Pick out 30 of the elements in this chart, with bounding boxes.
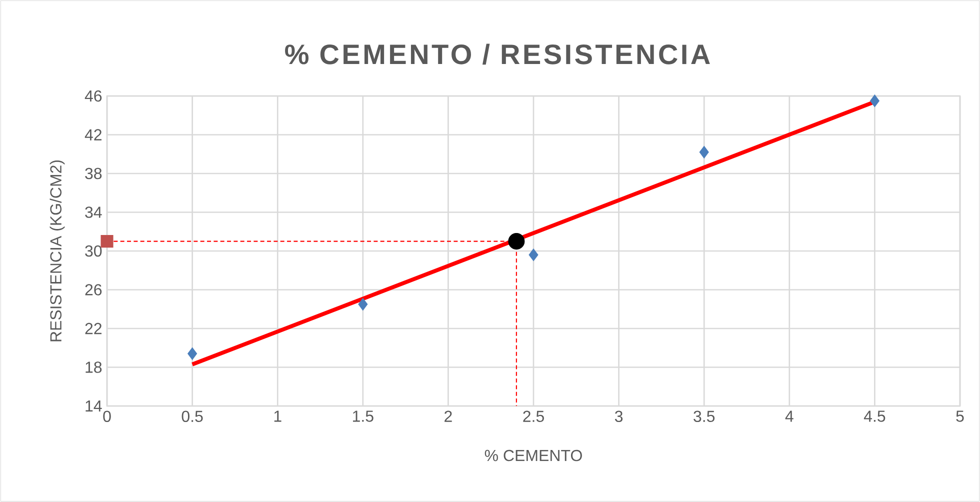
point [699, 146, 709, 158]
x-tick-label: 3 [614, 410, 623, 422]
y-tick-label: 22 [85, 322, 102, 334]
y-tick-label: 14 [86, 400, 102, 412]
x-tick-label: 0 [103, 410, 111, 422]
x-axis-title: % CEMENTO [484, 450, 582, 462]
y-axis-title: RESISTENCIA (KG/CM2) [50, 160, 65, 342]
y-tick-label: 46 [84, 90, 102, 102]
x-tick-label: 2.5 [523, 410, 544, 422]
x-tick-label: 4.5 [864, 410, 886, 422]
x-tick-label: 1 [274, 410, 282, 422]
point [508, 233, 525, 250]
x-tick-label: 1.5 [353, 410, 374, 422]
y-tick-label: 18 [86, 362, 102, 373]
chart-title: % CEMENTO / RESISTENCIA [285, 44, 710, 65]
x-tick-label: 0.5 [182, 410, 203, 422]
y-tick-label: 30 [85, 245, 102, 257]
y-tick-label: 42 [84, 129, 102, 140]
x-tick-label: 4 [785, 410, 794, 422]
x-tick-label: 5 [956, 410, 964, 422]
point [188, 347, 198, 360]
x-tick-label: 3.5 [694, 410, 715, 422]
y-tick-label: 26 [85, 284, 102, 296]
point [100, 235, 114, 248]
y-tick-label: 34 [85, 206, 102, 218]
point [870, 94, 880, 108]
point [528, 248, 538, 262]
y-tick-label: 38 [85, 168, 102, 180]
point [358, 298, 368, 311]
x-tick-label: 2 [444, 410, 452, 422]
